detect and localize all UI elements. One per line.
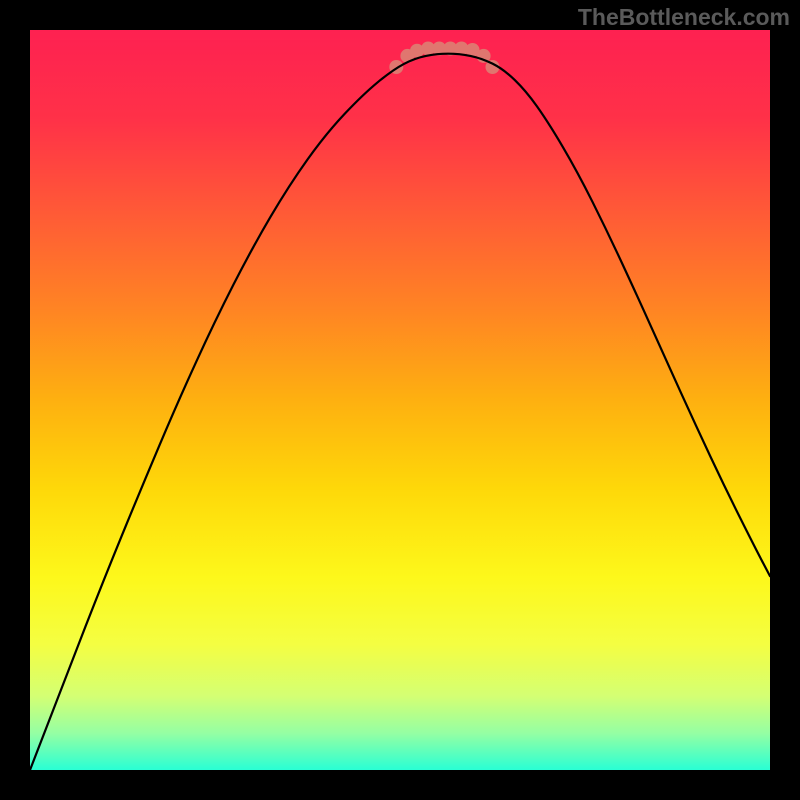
chart-svg [0, 0, 800, 800]
watermark-text: TheBottleneck.com [578, 4, 790, 31]
bottleneck-chart [0, 0, 800, 800]
plot-area [30, 30, 770, 770]
